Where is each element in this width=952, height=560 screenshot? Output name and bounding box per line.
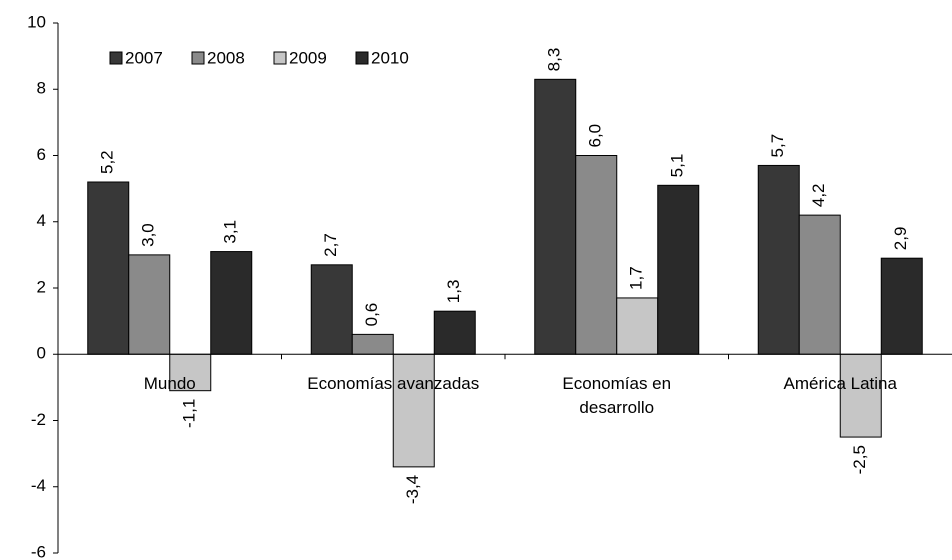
legend-swatch bbox=[273, 51, 287, 65]
y-tick-label: 6 bbox=[37, 145, 46, 164]
bar bbox=[575, 155, 618, 355]
y-tick-label: 10 bbox=[27, 12, 46, 31]
bar bbox=[880, 257, 923, 355]
bar bbox=[128, 254, 171, 355]
value-label: 1,7 bbox=[627, 266, 646, 290]
y-tick-label: -4 bbox=[31, 476, 46, 495]
bar bbox=[87, 181, 130, 355]
bar bbox=[351, 333, 394, 355]
value-label: -1,1 bbox=[180, 399, 199, 428]
x-tick-label: América Latina bbox=[783, 374, 897, 394]
value-label: 2,7 bbox=[321, 233, 340, 257]
bar bbox=[534, 78, 577, 355]
value-label: -2,5 bbox=[850, 445, 869, 474]
value-label: 5,7 bbox=[768, 134, 787, 158]
bar bbox=[310, 264, 353, 355]
x-tick-label: Economías avanzadas bbox=[307, 374, 480, 394]
bar bbox=[839, 353, 882, 438]
x-tick-label: Mundo bbox=[143, 374, 196, 394]
value-label: 8,3 bbox=[545, 48, 564, 72]
legend-label: 2008 bbox=[207, 48, 245, 67]
y-tick-label: 0 bbox=[37, 344, 46, 363]
legend-label: 2010 bbox=[371, 48, 409, 67]
legend-label: 2009 bbox=[289, 48, 327, 67]
value-label: 6,0 bbox=[586, 124, 605, 148]
value-label: -3,4 bbox=[403, 475, 422, 504]
bar bbox=[757, 164, 800, 355]
legend-swatch bbox=[191, 51, 205, 65]
value-label: 3,1 bbox=[221, 220, 240, 244]
y-tick-label: 4 bbox=[37, 211, 46, 230]
y-tick-label: -2 bbox=[31, 410, 46, 429]
value-label: 3,0 bbox=[139, 223, 158, 247]
bar bbox=[616, 297, 659, 355]
value-label: 0,6 bbox=[362, 303, 381, 327]
value-label: 4,2 bbox=[809, 183, 828, 207]
bar bbox=[657, 184, 700, 355]
legend-swatch bbox=[109, 51, 123, 65]
y-tick-label: -6 bbox=[31, 542, 46, 560]
legend-label: 2007 bbox=[125, 48, 163, 67]
bar bbox=[433, 310, 476, 355]
y-tick-label: 2 bbox=[37, 277, 46, 296]
value-label: 2,9 bbox=[891, 227, 910, 251]
x-tick-label: Economías en desarrollo bbox=[562, 374, 672, 418]
value-label: 1,3 bbox=[444, 280, 463, 304]
y-tick-label: 8 bbox=[37, 79, 46, 98]
bar bbox=[210, 251, 253, 355]
value-label: 5,2 bbox=[98, 150, 117, 174]
bar bbox=[798, 214, 841, 355]
legend-swatch bbox=[355, 51, 369, 65]
value-label: 5,1 bbox=[668, 154, 687, 178]
bar bbox=[392, 353, 435, 468]
